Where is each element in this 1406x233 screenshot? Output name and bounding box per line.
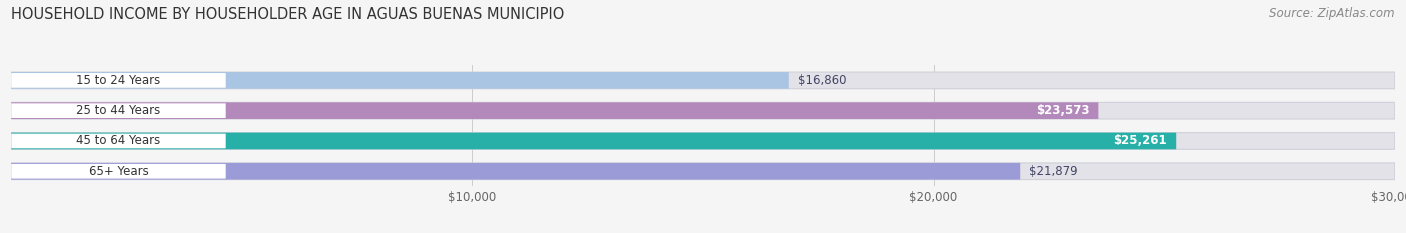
- Text: $25,261: $25,261: [1114, 134, 1167, 147]
- Text: $21,879: $21,879: [1029, 165, 1078, 178]
- Text: Source: ZipAtlas.com: Source: ZipAtlas.com: [1270, 7, 1395, 20]
- FancyBboxPatch shape: [11, 102, 1395, 119]
- FancyBboxPatch shape: [11, 133, 1395, 149]
- Text: 45 to 64 Years: 45 to 64 Years: [76, 134, 160, 147]
- FancyBboxPatch shape: [11, 72, 1395, 89]
- FancyBboxPatch shape: [11, 73, 226, 88]
- FancyBboxPatch shape: [11, 102, 1098, 119]
- FancyBboxPatch shape: [11, 163, 1021, 180]
- FancyBboxPatch shape: [11, 72, 789, 89]
- Text: 15 to 24 Years: 15 to 24 Years: [76, 74, 160, 87]
- FancyBboxPatch shape: [11, 163, 1395, 180]
- Text: 25 to 44 Years: 25 to 44 Years: [76, 104, 160, 117]
- FancyBboxPatch shape: [11, 134, 226, 148]
- Text: $16,860: $16,860: [799, 74, 846, 87]
- Text: HOUSEHOLD INCOME BY HOUSEHOLDER AGE IN AGUAS BUENAS MUNICIPIO: HOUSEHOLD INCOME BY HOUSEHOLDER AGE IN A…: [11, 7, 565, 22]
- FancyBboxPatch shape: [11, 103, 226, 118]
- Text: $23,573: $23,573: [1036, 104, 1090, 117]
- Text: 65+ Years: 65+ Years: [89, 165, 149, 178]
- FancyBboxPatch shape: [11, 164, 226, 178]
- FancyBboxPatch shape: [11, 133, 1177, 149]
